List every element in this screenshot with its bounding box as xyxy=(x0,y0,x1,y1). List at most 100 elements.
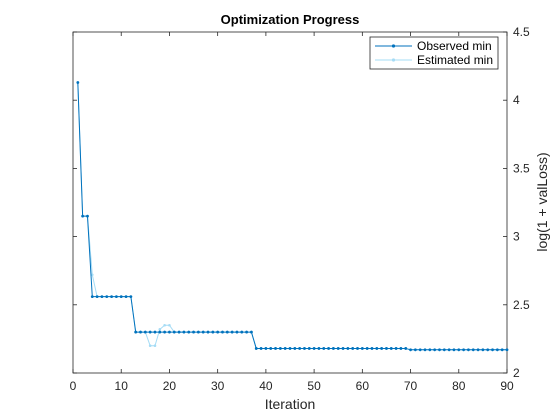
data-point-observed-min xyxy=(394,347,398,350)
data-point-observed-min xyxy=(418,348,422,352)
data-point-observed-min xyxy=(467,348,470,352)
data-point-observed-min xyxy=(274,347,277,350)
data-point-observed-min xyxy=(278,347,282,350)
legend-box xyxy=(369,36,499,70)
data-point-observed-min xyxy=(182,330,186,334)
data-point-observed-min xyxy=(269,347,273,350)
data-point-observed-min xyxy=(317,347,321,350)
data-point-observed-min xyxy=(303,347,306,350)
data-point-observed-min xyxy=(399,347,403,350)
data-point-observed-min xyxy=(495,348,499,352)
data-point-observed-min xyxy=(380,347,384,350)
data-point-observed-min xyxy=(365,347,369,350)
data-point-observed-min xyxy=(86,214,89,218)
data-point-observed-min xyxy=(216,330,220,334)
y-tick-label: 4 xyxy=(513,93,520,107)
data-point-observed-min xyxy=(293,347,297,350)
data-point-observed-min xyxy=(196,330,200,334)
data-point-observed-min xyxy=(385,347,388,350)
data-point-estimated-min xyxy=(90,273,94,277)
data-point-observed-min xyxy=(307,347,311,350)
series-observed-min xyxy=(76,81,509,352)
data-point-observed-min xyxy=(298,347,302,350)
y-axis-label: log(1 + valLoss) xyxy=(534,152,550,251)
data-point-observed-min xyxy=(115,295,118,299)
data-point-observed-min xyxy=(462,348,465,352)
data-point-observed-min xyxy=(264,347,268,350)
data-point-observed-min xyxy=(505,348,509,352)
data-point-observed-min xyxy=(134,330,138,334)
data-point-observed-min xyxy=(129,295,133,299)
data-point-observed-min xyxy=(124,295,128,299)
data-point-observed-min xyxy=(225,330,229,334)
x-tick-label: 80 xyxy=(452,379,466,393)
x-tick-label: 40 xyxy=(259,379,273,393)
data-point-observed-min xyxy=(139,330,142,334)
plot-area xyxy=(72,31,508,374)
data-point-observed-min xyxy=(211,330,215,334)
data-point-observed-min xyxy=(143,330,147,334)
data-point-observed-min xyxy=(360,347,364,350)
data-point-observed-min xyxy=(254,347,258,350)
data-point-observed-min xyxy=(187,330,191,334)
data-point-observed-min xyxy=(206,330,210,334)
data-point-observed-min xyxy=(404,347,408,350)
data-point-observed-min xyxy=(356,347,359,350)
data-point-observed-min xyxy=(423,348,427,352)
data-point-observed-min xyxy=(163,330,167,334)
data-point-observed-min xyxy=(250,330,253,334)
data-point-estimated-min xyxy=(148,344,152,348)
data-point-observed-min xyxy=(177,330,181,334)
data-point-observed-min xyxy=(375,347,379,350)
data-point-observed-min xyxy=(90,295,94,299)
series-layer xyxy=(76,81,509,352)
data-point-observed-min xyxy=(413,348,417,352)
data-point-observed-min xyxy=(288,347,292,350)
data-point-observed-min xyxy=(312,347,316,350)
data-point-observed-min xyxy=(230,330,234,334)
data-point-estimated-min xyxy=(168,323,171,327)
x-tick-label: 50 xyxy=(307,379,321,393)
x-tick-label: 10 xyxy=(115,379,129,393)
y-tick-label: 2.5 xyxy=(513,298,530,312)
data-point-observed-min xyxy=(452,348,456,352)
data-point-observed-min xyxy=(322,347,326,350)
data-point-observed-min xyxy=(491,348,494,352)
data-point-observed-min xyxy=(438,348,441,352)
axes: 0 10 20 30 40 50 60 70 80 902 2.5 3 3.5 4 4.5 xyxy=(70,25,530,393)
data-point-observed-min xyxy=(351,347,355,350)
data-point-observed-min xyxy=(172,330,176,334)
data-point-observed-min xyxy=(346,347,350,350)
data-point-observed-min xyxy=(428,348,432,352)
data-point-observed-min xyxy=(500,348,504,352)
y-tick-label: 3 xyxy=(513,230,520,244)
x-tick-label: 60 xyxy=(356,379,370,393)
data-point-observed-min xyxy=(370,347,374,350)
data-point-estimated-min xyxy=(158,328,162,331)
x-axis-label: Iteration xyxy=(265,396,316,412)
x-tick-label: 0 xyxy=(70,379,77,393)
data-point-observed-min xyxy=(471,348,475,352)
data-point-observed-min xyxy=(168,330,171,334)
data-point-observed-min xyxy=(332,347,335,350)
data-point-observed-min xyxy=(76,81,80,84)
legend-marker-observed-min xyxy=(391,44,396,48)
data-point-observed-min xyxy=(442,348,446,352)
x-tick-label: 30 xyxy=(211,379,225,393)
data-point-observed-min xyxy=(240,330,244,334)
data-point-observed-min xyxy=(336,347,340,350)
y-tick-label: 2 xyxy=(513,366,520,380)
y-tick-label: 4.5 xyxy=(513,25,530,39)
legend-marker-estimated-min xyxy=(391,58,396,62)
data-point-observed-min xyxy=(409,348,412,352)
data-point-observed-min xyxy=(148,330,152,334)
data-point-observed-min xyxy=(486,348,490,352)
data-point-observed-min xyxy=(153,330,157,334)
data-point-observed-min xyxy=(95,295,99,299)
data-point-observed-min xyxy=(119,295,123,299)
data-point-observed-min xyxy=(283,347,287,350)
x-tick-label: 90 xyxy=(500,379,514,393)
data-point-observed-min xyxy=(389,347,393,350)
